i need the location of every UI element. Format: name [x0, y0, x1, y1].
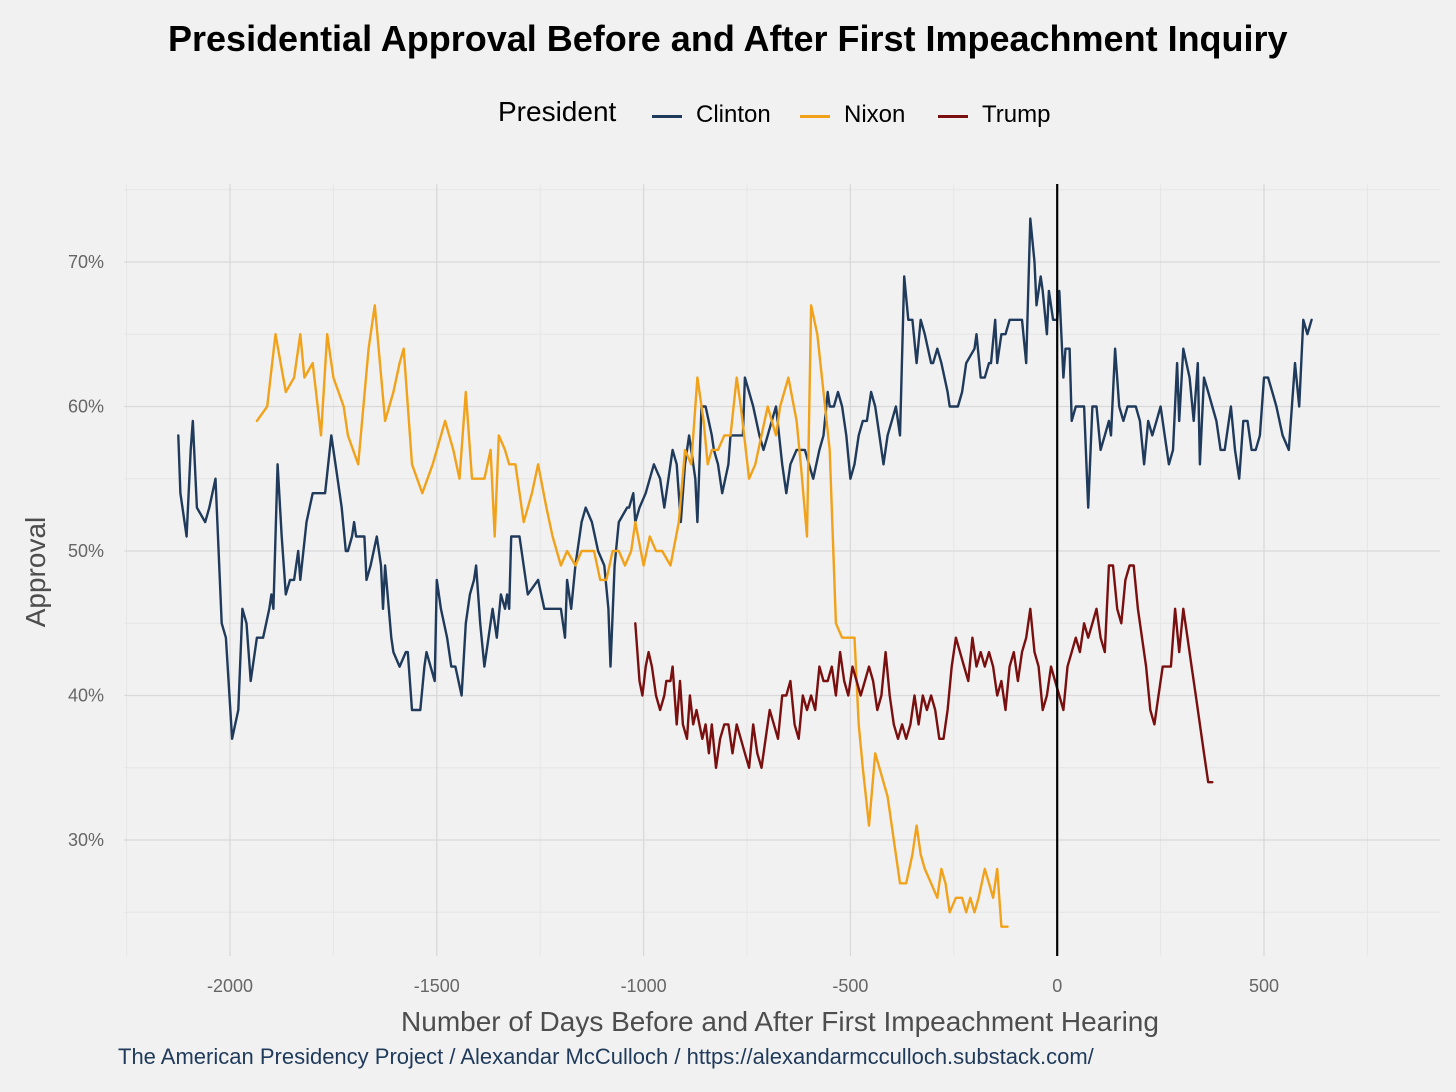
series-line-nixon — [255, 304, 1009, 928]
grid-layer — [124, 184, 1440, 956]
x-axis-label: Number of Days Before and After First Im… — [401, 1006, 1159, 1037]
legend-title: President — [498, 96, 617, 127]
legend: President Clinton Nixon Trump — [0, 96, 1456, 136]
x-tick-label: -1000 — [621, 976, 667, 996]
x-tick-label: -2000 — [207, 976, 253, 996]
x-tick-label: 500 — [1249, 976, 1279, 996]
legend-key-clinton — [652, 115, 682, 118]
y-tick-label: 60% — [68, 397, 104, 417]
legend-key-trump — [938, 115, 968, 118]
legend-label-clinton: Clinton — [696, 101, 771, 128]
x-tick-label: -1500 — [414, 976, 460, 996]
y-tick-label: 70% — [68, 252, 104, 272]
x-tick-label: -500 — [832, 976, 868, 996]
legend-label-nixon: Nixon — [844, 101, 906, 128]
x-tick-label: 0 — [1052, 976, 1062, 996]
series-layer — [177, 217, 1313, 928]
series-line-trump — [634, 564, 1214, 784]
series-line-clinton — [177, 217, 1313, 740]
y-tick-label: 30% — [68, 830, 104, 850]
chart-title: Presidential Approval Before and After F… — [168, 18, 1288, 59]
legend-key-nixon — [800, 115, 830, 118]
y-tick-label: 40% — [68, 686, 104, 706]
chart-caption: The American Presidency Project / Alexan… — [118, 1044, 1094, 1069]
tick-label-layer: -2000 -1500 -1000 -500 0 500 30% 40% 50% 60% 70% — [68, 252, 1279, 996]
legend-label-trump: Trump — [982, 101, 1051, 128]
y-axis-label: Approval — [20, 516, 51, 628]
y-tick-label: 50% — [68, 541, 104, 561]
